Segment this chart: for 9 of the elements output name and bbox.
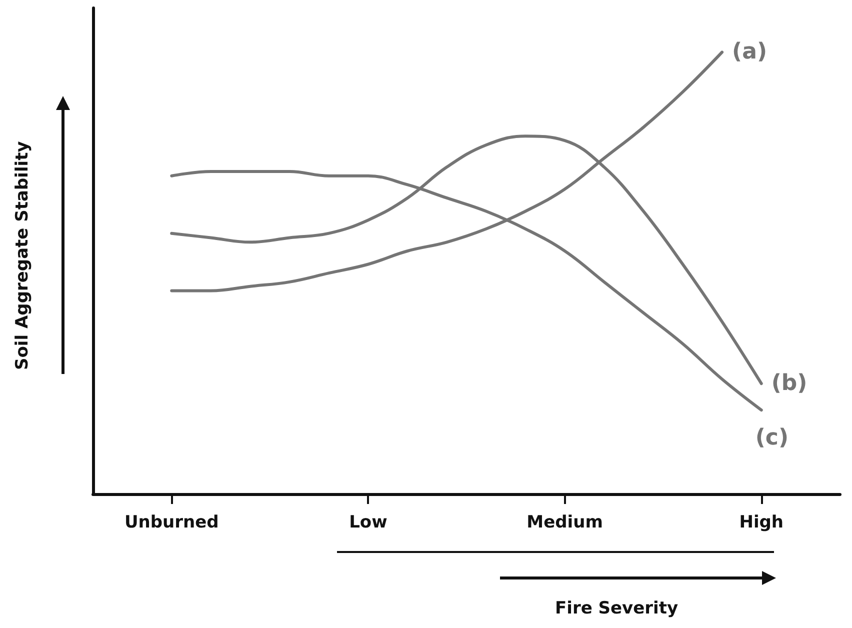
y-axis-title: Soil Aggregate Stability [12,141,32,370]
x-axis-title: Fire Severity [555,598,678,618]
x-tick-label: Unburned [124,512,219,532]
series-label: (a) [732,40,768,65]
x-tick-label: Low [349,512,388,532]
series-label: (b) [771,371,808,396]
series-label: (c) [755,426,789,451]
x-tick-label: Medium [526,512,603,532]
x-tick-label: High [739,512,784,532]
